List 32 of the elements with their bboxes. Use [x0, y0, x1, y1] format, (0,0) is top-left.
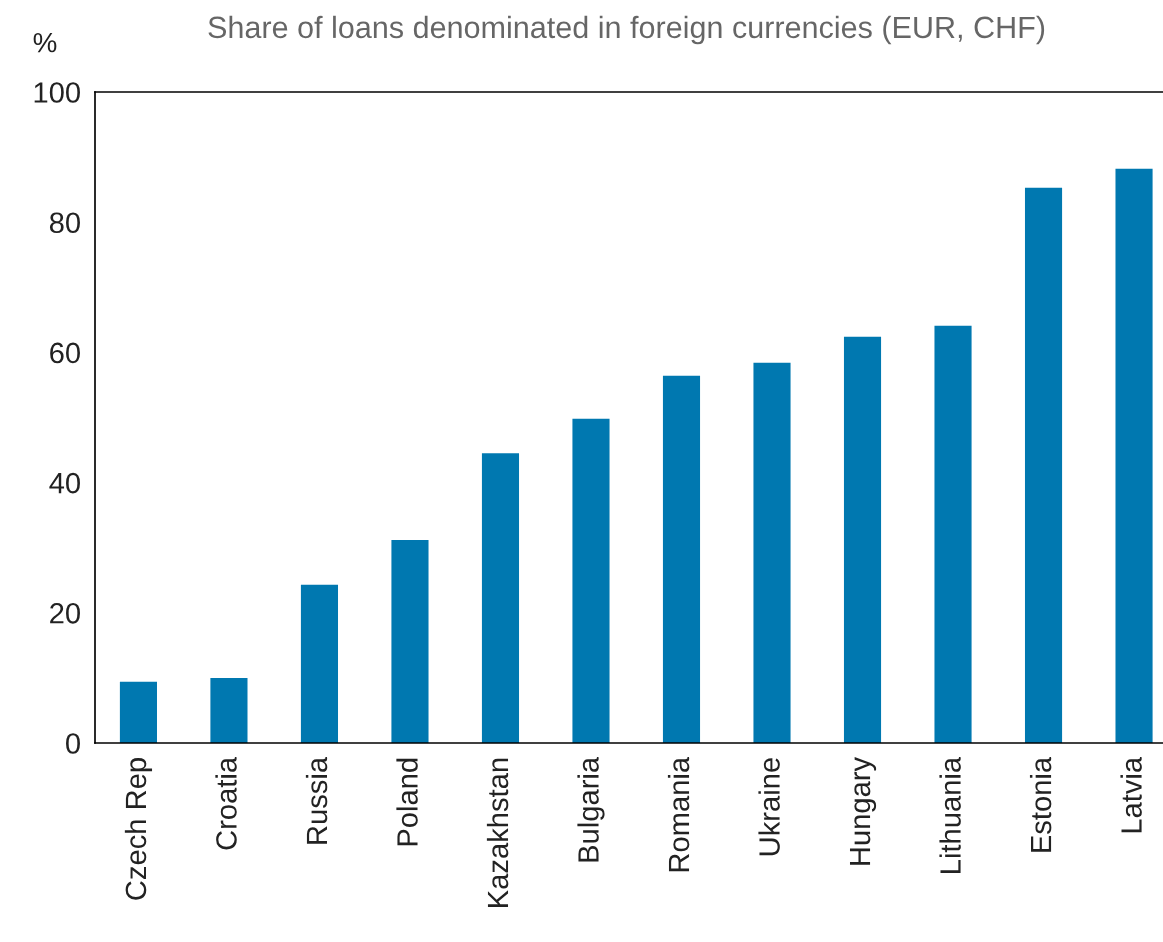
- x-tick-label: Romania: [667, 756, 690, 872]
- y-tick-label: 0: [66, 733, 80, 754]
- x-tick-label: Croatia: [215, 756, 237, 850]
- bar: [391, 539, 429, 743]
- y-tick-label: 100: [34, 82, 80, 103]
- bar: [662, 375, 701, 743]
- bar: [481, 453, 520, 743]
- x-tick-label: Kazakhstan: [486, 758, 509, 907]
- bar: [300, 584, 339, 743]
- bar: [934, 325, 972, 743]
- y-tick-label: 60: [50, 342, 80, 364]
- x-tick-label: Hungary: [849, 756, 877, 865]
- bar: [572, 418, 610, 743]
- chart-title: Share of loans denominated in foreign currencies (EUR, CHF): [208, 15, 1045, 45]
- x-tick-label: Poland: [396, 758, 418, 846]
- x-tick-label: Russia: [305, 756, 328, 844]
- x-tick-label: Czech Rep: [124, 758, 153, 900]
- bar: [210, 677, 248, 743]
- x-tick-label: Latvia: [1120, 756, 1142, 833]
- x-tick-label: Bulgaria: [577, 756, 605, 862]
- y-tick-label: 40: [49, 472, 80, 494]
- bar: [119, 681, 157, 743]
- bar: [753, 362, 791, 743]
- x-tick-label: Ukraine: [758, 758, 780, 856]
- x-tick-label: Estonia: [1029, 756, 1052, 852]
- y-tick-label: 20: [50, 603, 80, 624]
- y-axis-title: %: [33, 32, 57, 53]
- y-tick-label: 80: [49, 212, 80, 234]
- bar: [1024, 187, 1063, 743]
- bar: [843, 336, 882, 743]
- x-tick-label: Lithuania: [939, 756, 961, 873]
- bar: [1115, 168, 1153, 743]
